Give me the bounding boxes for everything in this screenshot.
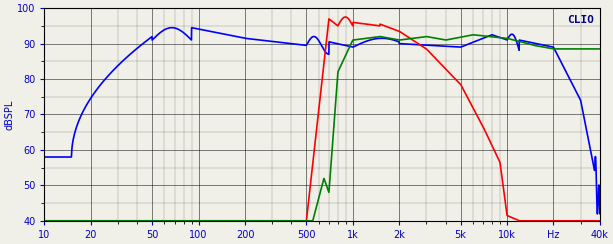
Y-axis label: dBSPL: dBSPL	[4, 99, 14, 130]
Text: CLIO: CLIO	[568, 15, 595, 25]
